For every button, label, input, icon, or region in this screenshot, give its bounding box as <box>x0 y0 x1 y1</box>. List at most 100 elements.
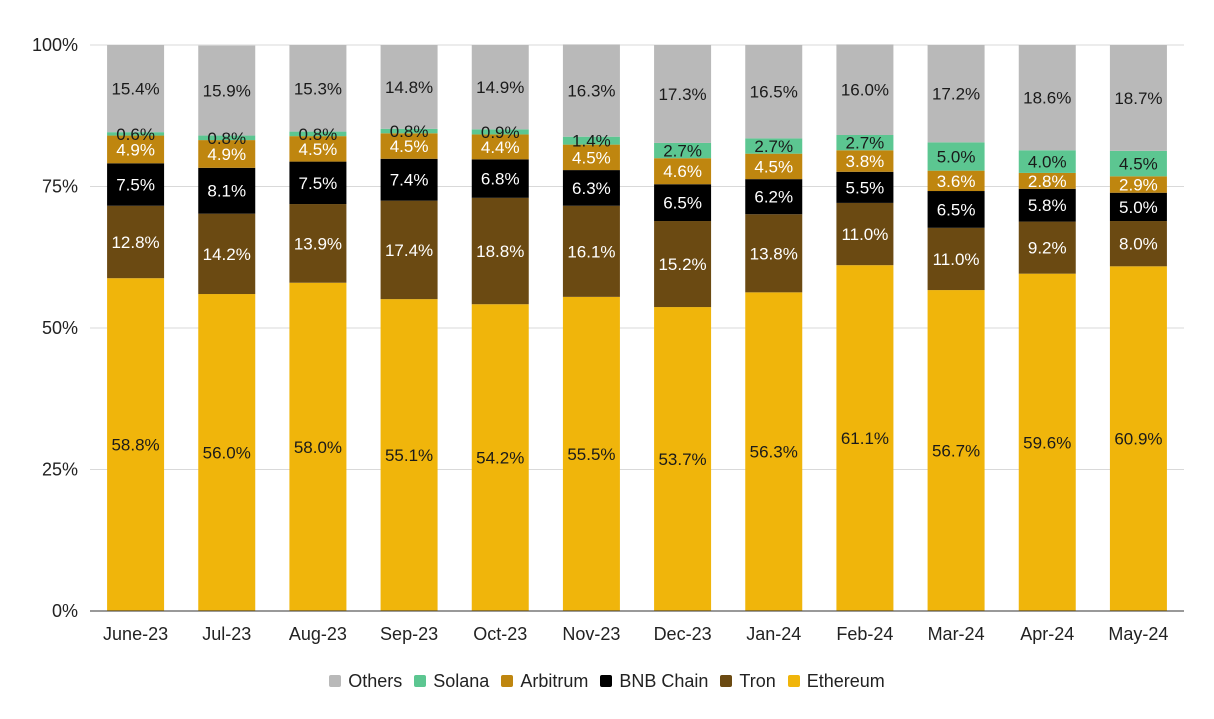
data-label: 6.8% <box>481 170 520 189</box>
bar-segment <box>198 294 256 611</box>
legend-swatch <box>501 675 514 687</box>
legend-label: Ethereum <box>806 670 885 691</box>
data-label: 2.7% <box>663 142 702 161</box>
legend-label: Tron <box>739 670 776 691</box>
data-label: 2.7% <box>846 134 885 153</box>
data-label: 13.8% <box>750 244 798 263</box>
data-label: 2.9% <box>1119 176 1158 195</box>
x-tick-label: June-23 <box>103 624 168 644</box>
bar-segment <box>745 138 803 154</box>
bar-segment <box>1018 188 1076 222</box>
data-label: 56.0% <box>203 444 251 463</box>
legend-label: Arbitrum <box>520 670 589 691</box>
data-label: 9.2% <box>1028 239 1067 258</box>
y-tick-label: 0% <box>52 601 78 621</box>
bar-segment <box>471 197 529 305</box>
bar-segment <box>836 171 894 203</box>
bar-segment <box>289 161 347 205</box>
bar-segment <box>927 227 985 291</box>
data-label: 0.6% <box>116 125 155 144</box>
data-label: 13.9% <box>294 234 342 253</box>
bar-segment <box>562 170 620 206</box>
data-label: 4.9% <box>116 140 155 159</box>
bar-segment <box>1018 172 1076 189</box>
data-label: 6.5% <box>937 200 976 219</box>
data-label: 15.4% <box>111 80 159 99</box>
data-label: 5.5% <box>846 178 885 197</box>
legend-label: BNB Chain <box>619 670 709 691</box>
data-label: 7.5% <box>116 176 155 195</box>
data-label: 3.6% <box>937 172 976 191</box>
bar-segment <box>562 144 620 171</box>
bar-segment <box>471 134 529 160</box>
data-label: 2.7% <box>754 137 793 156</box>
bar-segment <box>745 45 803 139</box>
legend-swatch <box>600 675 613 687</box>
bar-segment <box>745 214 803 293</box>
bar-segment <box>927 45 985 143</box>
data-label: 6.3% <box>572 179 611 198</box>
data-label: 18.8% <box>476 242 524 261</box>
data-label: 55.1% <box>385 446 433 465</box>
data-label: 56.7% <box>932 442 980 461</box>
y-tick-label: 25% <box>42 460 78 480</box>
bar-segment <box>654 307 712 611</box>
data-label: 61.1% <box>841 429 889 448</box>
data-label: 4.5% <box>572 148 611 167</box>
y-tick-label: 50% <box>42 318 78 338</box>
legend-label: Others <box>348 670 403 691</box>
legend-item: Arbitrum <box>501 671 588 692</box>
data-label: 15.9% <box>203 82 251 101</box>
bar-segment <box>927 290 985 611</box>
data-label: 11.0% <box>933 250 980 269</box>
axes: 0% 25% 50% 75% 100% June-23 Jul-23 Aug-23 Sep-23… <box>32 35 1184 644</box>
bar-segment <box>1109 176 1167 193</box>
x-tick-label: May-24 <box>1108 624 1168 644</box>
legend-swatch <box>414 675 427 687</box>
data-label: 18.6% <box>1023 89 1071 108</box>
x-tick-label: Apr-24 <box>1020 624 1074 644</box>
bar-segment <box>380 128 438 134</box>
bar-segment <box>745 292 803 611</box>
legend-item: Solana <box>414 671 489 692</box>
bar-segment <box>562 44 620 137</box>
data-label: 58.8% <box>111 436 159 455</box>
x-tick-label: Feb-24 <box>836 624 893 644</box>
chart-legend: Others Solana Arbitrum BNB Chain Tron Ethereu… <box>0 669 1214 693</box>
data-label: 4.5% <box>1119 155 1158 174</box>
bar-segment <box>927 142 985 171</box>
bar-segment <box>107 132 165 136</box>
data-label: 4.6% <box>663 162 702 181</box>
bar-segment <box>1018 221 1076 274</box>
legend-swatch <box>787 675 800 687</box>
bar-segment <box>471 159 529 198</box>
data-label: 53.7% <box>658 450 706 469</box>
data-label: 12.8% <box>111 233 159 252</box>
bar-segment <box>1109 266 1167 611</box>
bar-segment <box>1109 192 1167 222</box>
data-label: 4.5% <box>390 137 429 156</box>
bar-segment <box>745 179 803 215</box>
data-label: 8.0% <box>1119 235 1158 254</box>
bar-segment <box>107 135 165 164</box>
legend-item: Tron <box>720 670 776 692</box>
data-label: 16.0% <box>841 81 889 100</box>
data-label: 5.0% <box>1119 198 1158 217</box>
data-label: 54.2% <box>476 449 524 468</box>
data-label: 16.1% <box>567 242 615 261</box>
bar-segment <box>654 184 712 222</box>
data-label: 14.2% <box>203 245 251 264</box>
bar-segment <box>198 167 256 214</box>
bars <box>107 44 1167 611</box>
x-tick-label: Jul-23 <box>202 624 251 644</box>
data-label: 0.9% <box>481 123 520 142</box>
data-label: 8.1% <box>207 182 246 201</box>
bar-segment <box>380 133 438 159</box>
data-label: 0.8% <box>207 129 246 148</box>
bar-segment <box>745 153 803 180</box>
data-label: 3.8% <box>846 152 885 171</box>
data-label: 17.2% <box>932 85 980 104</box>
data-label: 4.9% <box>207 145 246 164</box>
bar-segment <box>289 131 347 137</box>
